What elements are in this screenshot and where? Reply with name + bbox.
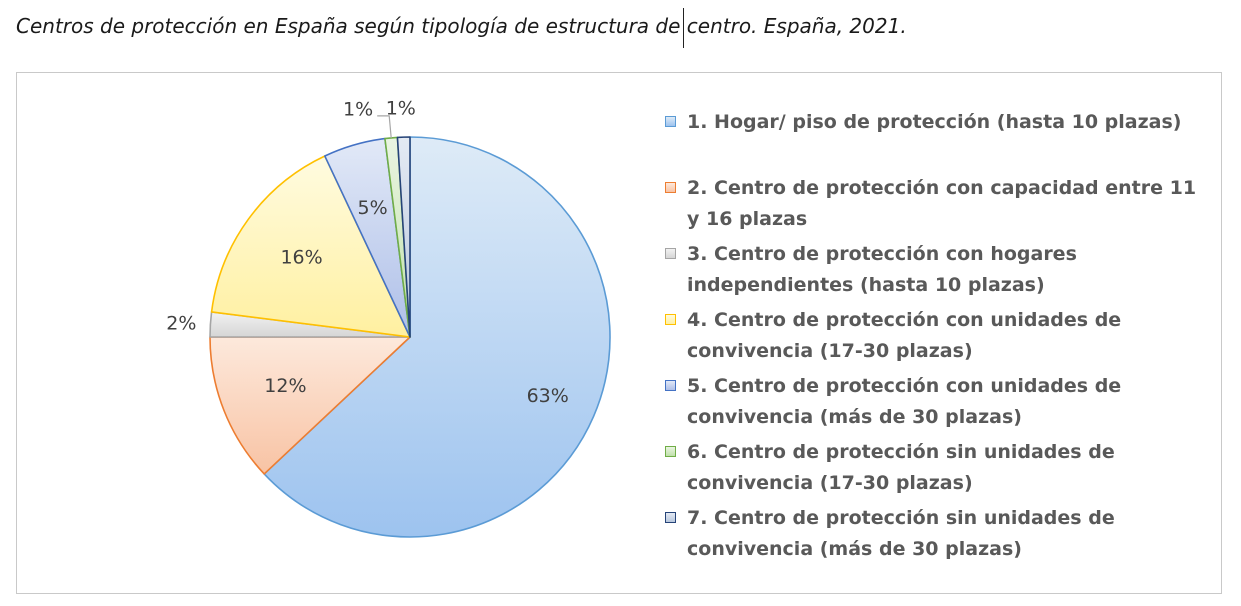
legend-swatch-7 <box>665 512 676 523</box>
page-title: Centros de protección en España según ti… <box>16 14 907 38</box>
legend-label-7: 7. Centro de protección sin unidades de … <box>687 507 1115 560</box>
legend-label-3: 3. Centro de protección con hogares inde… <box>687 243 1077 296</box>
data-label-3: 2% <box>166 312 196 334</box>
pie-slice-1[interactable] <box>263 136 611 538</box>
legend-swatch-4 <box>665 314 676 325</box>
data-label-7: 1% <box>386 98 416 120</box>
chart-area[interactable]: 63% 12% 16% 5% 2% 1% 1% 1. Hogar/ piso de prot… <box>16 72 1222 594</box>
legend-label-2: 2. Centro de protección con capacidad en… <box>687 177 1197 230</box>
data-label-1: 63% <box>527 385 569 407</box>
data-label-5: 5% <box>358 197 388 219</box>
pie-slice-2[interactable] <box>209 336 411 475</box>
legend-swatch-3 <box>665 248 676 259</box>
pie-slice-4[interactable] <box>210 155 411 338</box>
legend-swatch-5 <box>665 380 676 391</box>
legend-label-6: 6. Centro de protección sin unidades de … <box>687 441 1115 494</box>
data-label-2: 12% <box>264 375 306 397</box>
legend-label-1: 1. Hogar/ piso de protección (hasta 10 p… <box>687 111 1182 133</box>
text-cursor <box>683 8 684 48</box>
legend-label-4: 4. Centro de protección con unidades de … <box>687 309 1122 362</box>
data-label-4: 16% <box>280 247 322 269</box>
data-label-6: 1% <box>343 98 373 120</box>
legend-swatch-1 <box>665 116 676 127</box>
pie-chart: 63% 12% 16% 5% 2% 1% 1% <box>166 98 611 538</box>
legend-swatch-6 <box>665 446 676 457</box>
leader-line-6 <box>377 115 392 138</box>
legend-swatch-2 <box>665 182 676 193</box>
legend-label-5: 5. Centro de protección con unidades de … <box>687 375 1122 428</box>
pie-slice-7[interactable] <box>396 136 411 338</box>
